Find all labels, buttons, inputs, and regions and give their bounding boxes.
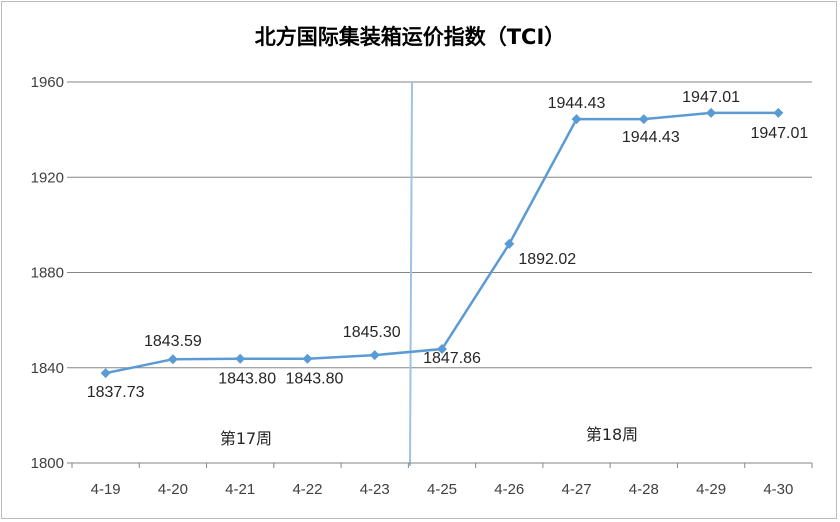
x-tick-label: 4-23	[360, 481, 390, 498]
data-markers	[100, 107, 784, 379]
x-axis: 4-19 4-20 4-21 4-22 4-23 4-25 4-26 4-27 4-28 4-29…	[71, 463, 813, 498]
data-label: 1944.43	[548, 95, 606, 112]
data-point	[437, 344, 447, 355]
week-divider	[409, 81, 413, 467]
x-tick-label: 4-19	[91, 481, 121, 498]
data-point	[235, 353, 246, 364]
data-label: 1843.80	[218, 371, 276, 388]
data-label: 1947.01	[750, 125, 808, 142]
week-18-annotation: 第18周	[586, 425, 638, 444]
data-label: 1837.73	[87, 384, 145, 401]
gridlines	[72, 81, 812, 369]
data-point	[504, 238, 515, 249]
data-label: 1847.86	[423, 350, 481, 367]
x-tick-label: 4-28	[629, 481, 659, 498]
y-axis: 1800 1840 1880 1920 1960	[31, 74, 72, 472]
x-tick-label: 4-27	[562, 481, 592, 498]
data-point	[706, 107, 717, 118]
series-line	[105, 111, 779, 375]
y-tick-label: 1880	[31, 265, 64, 282]
y-tick-label: 1960	[31, 74, 64, 91]
x-tick-label: 4-29	[696, 481, 726, 498]
data-point	[638, 114, 649, 125]
x-tick-label: 4-21	[225, 481, 255, 498]
chart-title: 北方国际集装箱运价指数（TCI）	[255, 25, 566, 49]
data-point	[571, 114, 582, 125]
data-labels: 1837.73 1843.59 1843.80 1843.80 1845.30 1847.…	[87, 89, 809, 401]
data-point	[100, 368, 111, 379]
x-tick-label: 4-30	[763, 481, 793, 498]
data-label: 1845.30	[343, 324, 401, 341]
y-tick-label: 1840	[31, 360, 64, 377]
x-tick-label: 4-22	[292, 481, 322, 498]
x-tick-label: 4-26	[494, 481, 524, 498]
data-label: 1947.01	[682, 89, 740, 106]
data-label: 1843.80	[286, 371, 344, 388]
data-label: 1892.02	[518, 251, 576, 268]
data-point	[773, 107, 784, 118]
x-tick-label: 4-25	[427, 481, 457, 498]
data-point	[369, 350, 380, 361]
y-tick-label: 1800	[31, 455, 64, 472]
data-label: 1944.43	[622, 129, 680, 146]
data-point	[167, 354, 178, 365]
week-17-annotation: 第17周	[220, 429, 272, 448]
x-tick-label: 4-20	[158, 481, 188, 498]
data-point	[302, 353, 313, 364]
data-label: 1843.59	[144, 333, 202, 350]
y-tick-label: 1920	[31, 169, 64, 186]
